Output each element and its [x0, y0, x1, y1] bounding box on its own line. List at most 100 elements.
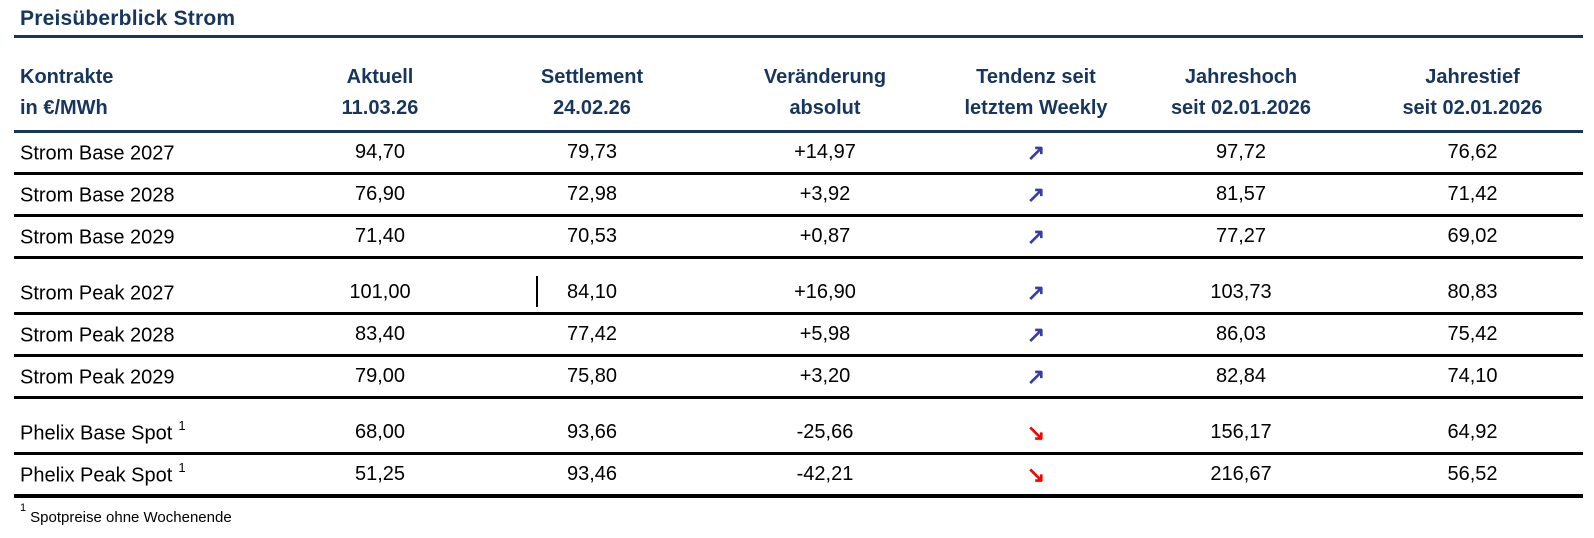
- aktuell-value: 101,00: [349, 281, 411, 303]
- header-line1: Jahreshoch: [1184, 66, 1298, 88]
- contract-name: Strom Base 2029: [14, 224, 274, 250]
- price-overview-document[interactable]: Preisüberblick Strom Kontrakte in €/MWh …: [0, 0, 1594, 526]
- aktuell-value: 68,00: [354, 421, 406, 443]
- jahrestief-value: 75,42: [1447, 323, 1498, 345]
- veraenderung-value: +3,20: [799, 365, 851, 387]
- contract-label: Strom Peak 2027: [20, 282, 175, 305]
- header-line2: in €/MWh: [20, 97, 108, 119]
- veraenderung-value: +14,97: [794, 141, 856, 163]
- settlement-value: 79,73: [566, 141, 618, 163]
- contract-label: Phelix Base Spot: [20, 422, 173, 445]
- contract-label: Strom Base 2027: [20, 142, 175, 165]
- header-line1: Tendenz seit: [976, 66, 1096, 88]
- table-row-strom-peak-2029: Strom Peak 2029 79,00 75,80 +3,20 ↗ 82,8…: [14, 357, 1583, 399]
- header-line2: seit 02.01.2026: [1170, 97, 1312, 119]
- jahreshoch-value: 103,73: [1210, 281, 1272, 303]
- contract-name: Phelix Base Spot 1: [14, 417, 274, 446]
- group-spacer: [14, 259, 1583, 273]
- footnote-ref: 1: [178, 459, 186, 475]
- jahreshoch-value: 81,57: [1215, 183, 1267, 205]
- veraenderung-value: +3,92: [799, 183, 851, 205]
- jahreshoch-value: 82,84: [1215, 365, 1267, 387]
- aktuell-value: 51,25: [354, 463, 406, 485]
- aktuell-value: 94,70: [354, 141, 406, 163]
- settlement-value: 77,42: [566, 323, 618, 345]
- header-tendenz: Tendenz seit letztem Weekly: [952, 62, 1120, 124]
- footnote: 1Spotpreise ohne Wochenende: [14, 498, 1583, 526]
- footnote-ref: 1: [178, 417, 186, 433]
- header-line2: 24.02.26: [553, 97, 631, 119]
- jahrestief-value: 64,92: [1447, 421, 1498, 443]
- trend-up-icon: ↗: [1026, 223, 1046, 249]
- trend-up-icon: ↗: [1026, 363, 1046, 389]
- settlement-value: 70,53: [566, 225, 618, 247]
- contract-label: Strom Base 2029: [20, 226, 175, 249]
- contract-name: Strom Base 2028: [14, 182, 274, 208]
- settlement-value: 84,10: [566, 281, 618, 303]
- veraenderung-value: +16,90: [794, 281, 856, 303]
- trend-up-icon: ↗: [1026, 181, 1046, 207]
- veraenderung-value: +0,87: [799, 225, 851, 247]
- table-row-strom-peak-2028: Strom Peak 2028 83,40 77,42 +5,98 ↗ 86,0…: [14, 315, 1583, 357]
- contract-label: Strom Peak 2029: [20, 366, 175, 389]
- trend-down-icon: ↘: [1026, 461, 1046, 487]
- jahrestief-value: 80,83: [1447, 281, 1498, 303]
- aktuell-value: 71,40: [354, 225, 406, 247]
- header-jahreshoch: Jahreshoch seit 02.01.2026: [1120, 62, 1362, 124]
- table-row-strom-peak-2027: Strom Peak 2027 101,00 84,10 +16,90 ↗ 10…: [14, 273, 1583, 315]
- jahreshoch-value: 77,27: [1215, 225, 1267, 247]
- header-settlement: Settlement 24.02.26: [486, 62, 698, 124]
- settlement-value: 75,80: [566, 365, 618, 387]
- veraenderung-value: -42,21: [796, 463, 854, 485]
- jahrestief-value: 76,62: [1447, 141, 1498, 163]
- group-spacer: [14, 399, 1583, 413]
- jahreshoch-value: 216,67: [1210, 463, 1272, 485]
- header-line1: Veränderung: [763, 66, 887, 88]
- trend-up-icon: ↗: [1026, 139, 1046, 165]
- table-row-strom-base-2029: Strom Base 2029 71,40 70,53 +0,87 ↗ 77,2…: [14, 217, 1583, 259]
- settlement-value: 93,66: [566, 421, 618, 443]
- jahreshoch-value: 97,72: [1215, 141, 1267, 163]
- text-cursor: [536, 276, 538, 307]
- header-veraenderung: Veränderung absolut: [698, 62, 952, 124]
- jahrestief-value: 74,10: [1447, 365, 1498, 387]
- contract-label: Strom Base 2028: [20, 184, 175, 207]
- footnote-marker: 1: [20, 502, 27, 514]
- aktuell-value: 83,40: [354, 323, 406, 345]
- contract-name: Strom Peak 2027: [14, 280, 274, 306]
- trend-up-icon: ↗: [1026, 321, 1046, 347]
- settlement-value: 72,98: [566, 183, 618, 205]
- veraenderung-value: -25,66: [796, 421, 854, 443]
- table-row-phelix-peak-spot: Phelix Peak Spot 1 51,25 93,46 -42,21 ↘ 2…: [14, 455, 1583, 498]
- table-row-phelix-base-spot: Phelix Base Spot 1 68,00 93,66 -25,66 ↘ 1…: [14, 413, 1583, 455]
- contract-name: Phelix Peak Spot 1: [14, 459, 274, 488]
- trend-up-icon: ↗: [1026, 279, 1046, 305]
- page-title: Preisüberblick Strom: [20, 7, 236, 30]
- title-divider: [14, 35, 1583, 38]
- table-row-strom-base-2027: Strom Base 2027 94,70 79,73 +14,97 ↗ 97,…: [14, 133, 1583, 175]
- jahrestief-value: 71,42: [1447, 183, 1498, 205]
- trend-down-icon: ↘: [1026, 419, 1046, 445]
- jahreshoch-value: 86,03: [1215, 323, 1267, 345]
- header-line2: letztem Weekly: [964, 97, 1108, 119]
- header-jahrestief: Jahrestief seit 02.01.2026: [1362, 62, 1583, 124]
- header-line2: 11.03.26: [341, 97, 419, 119]
- contract-name: Strom Peak 2028: [14, 322, 274, 348]
- header-line2: absolut: [789, 97, 861, 119]
- aktuell-value: 76,90: [354, 183, 406, 205]
- contract-label: Phelix Peak Spot: [20, 464, 173, 487]
- header-line1: Kontrakte: [20, 66, 114, 88]
- veraenderung-value: +5,98: [799, 323, 851, 345]
- header-kontrakte: Kontrakte in €/MWh: [14, 62, 274, 124]
- header-line1: Settlement: [540, 66, 644, 88]
- contract-name: Strom Base 2027: [14, 140, 274, 166]
- table-header-row: Kontrakte in €/MWh Aktuell 11.03.26 Sett…: [14, 38, 1583, 133]
- aktuell-value: 79,00: [354, 365, 406, 387]
- footnote-text: Spotpreise ohne Wochenende: [30, 509, 232, 526]
- table-row-strom-base-2028: Strom Base 2028 76,90 72,98 +3,92 ↗ 81,5…: [14, 175, 1583, 217]
- header-aktuell: Aktuell 11.03.26: [274, 62, 486, 124]
- contract-name: Strom Peak 2029: [14, 364, 274, 390]
- jahrestief-value: 69,02: [1447, 225, 1498, 247]
- price-table: Kontrakte in €/MWh Aktuell 11.03.26 Sett…: [14, 38, 1583, 526]
- header-line1: Jahrestief: [1425, 66, 1520, 88]
